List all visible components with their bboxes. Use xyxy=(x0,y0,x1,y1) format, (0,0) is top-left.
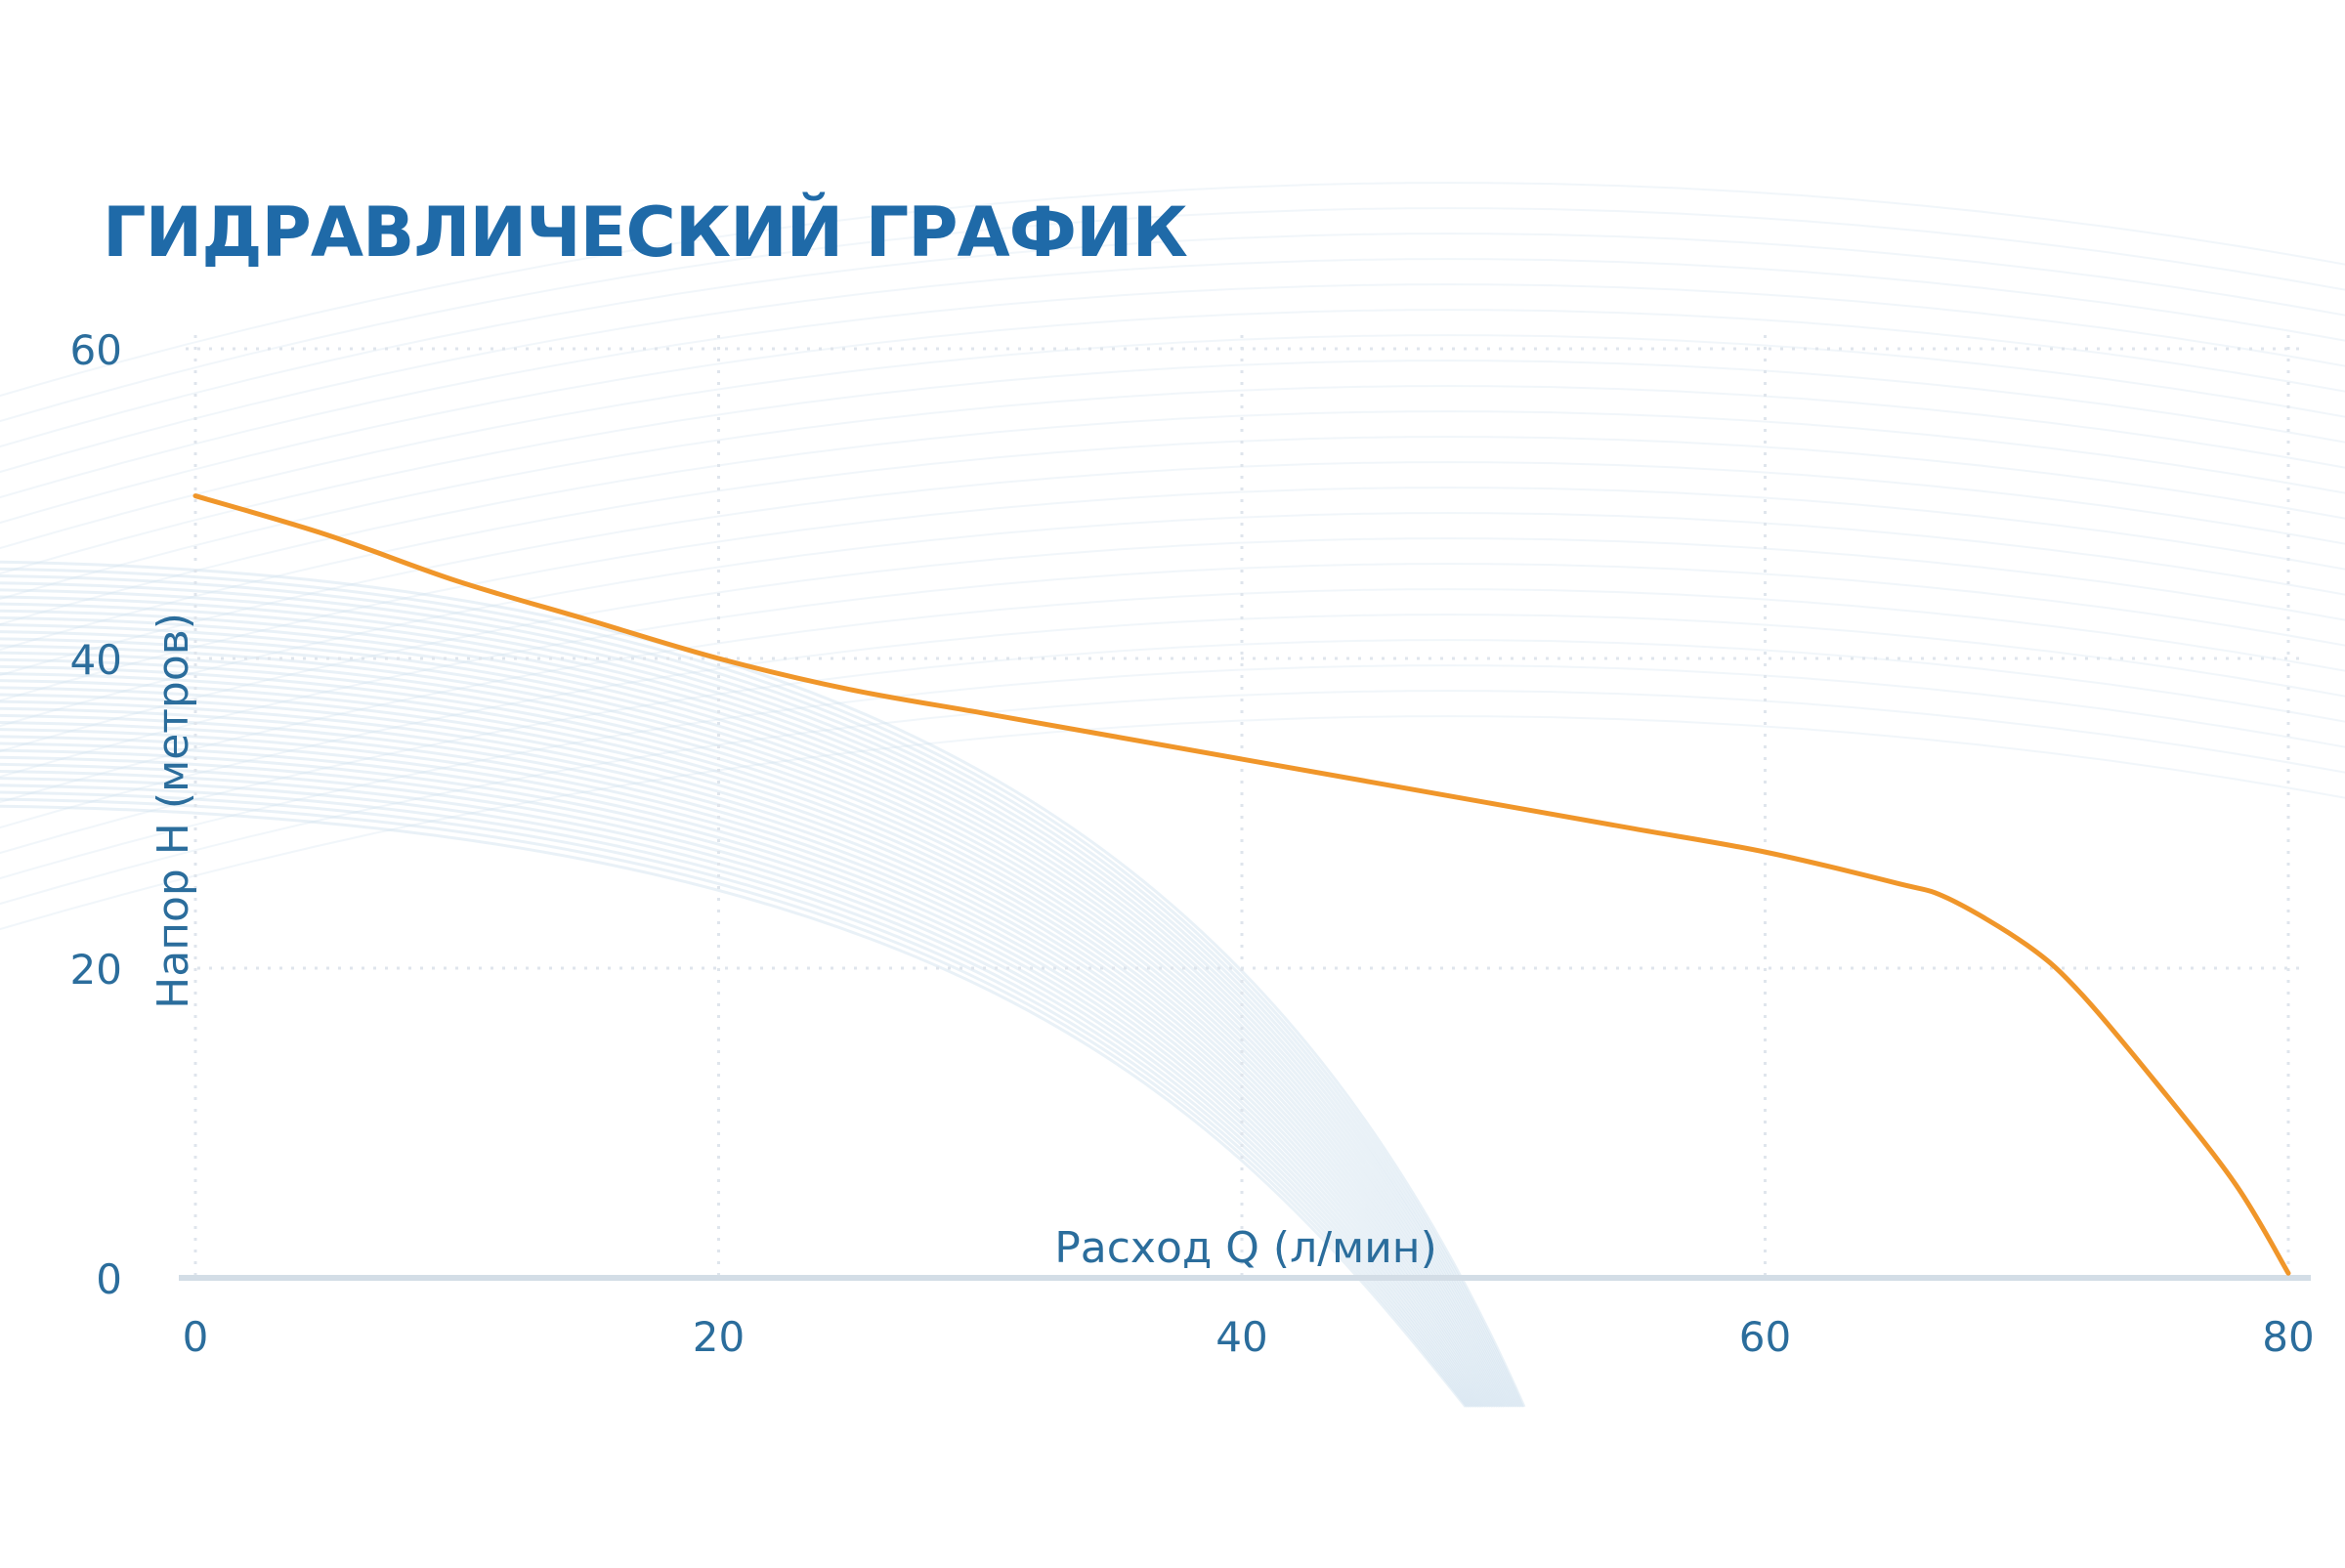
background-swoosh-line xyxy=(0,615,1513,1408)
background-swoosh-line xyxy=(0,623,1511,1408)
background-swoosh-line xyxy=(0,630,1510,1408)
background-wave-line xyxy=(0,512,2345,728)
background-swoosh-line xyxy=(0,742,1482,1408)
background-swoosh-line xyxy=(0,595,1517,1408)
y-tick-label: 60 xyxy=(70,326,122,374)
background-wave-line xyxy=(0,334,2345,550)
background-swoosh-line xyxy=(0,762,1477,1408)
background-swoosh-line xyxy=(0,777,1474,1408)
background-swoosh-line xyxy=(0,686,1496,1408)
y-axis-title: Напор Н (метров) xyxy=(149,613,198,1009)
background-wave-line xyxy=(0,664,2345,880)
background-swoosh-line xyxy=(0,657,1503,1408)
background-swoosh-line xyxy=(0,664,1501,1408)
background-swoosh-line xyxy=(0,735,1484,1408)
background-wave-line xyxy=(0,563,2345,779)
background-wave-line xyxy=(0,588,2345,804)
background-swoosh-line xyxy=(0,699,1493,1408)
background-swoosh-line xyxy=(0,602,1516,1408)
chart-axes xyxy=(179,335,2311,1281)
background-swoosh-line xyxy=(0,560,1526,1408)
background-swoosh-line xyxy=(0,755,1479,1408)
background-wave-line xyxy=(0,487,2345,702)
background-swoosh-line xyxy=(0,679,1498,1408)
background-swoosh-line xyxy=(0,748,1480,1408)
background-swoosh-line xyxy=(0,797,1469,1408)
background-swoosh-line xyxy=(0,581,1521,1408)
background-swoosh-line xyxy=(0,706,1491,1408)
background-swoosh-line xyxy=(0,790,1471,1408)
background-wave-line xyxy=(0,410,2345,626)
background-wave-line xyxy=(0,182,2345,398)
y-tick-label: 20 xyxy=(70,946,122,994)
background-swoosh-line xyxy=(0,770,1475,1408)
background-wave-line xyxy=(0,258,2345,474)
background-wave-line xyxy=(0,207,2345,423)
background-swoosh-line xyxy=(0,637,1508,1408)
background-swoosh-line xyxy=(0,574,1522,1408)
background-swoosh-line xyxy=(0,713,1489,1408)
background-wave-line xyxy=(0,614,2345,829)
x-tick-label: 20 xyxy=(693,1313,745,1361)
background-swoosh-line xyxy=(0,721,1487,1408)
background-wave-line xyxy=(0,360,2345,575)
background-swoosh-line xyxy=(0,567,1524,1408)
background-swoosh-line xyxy=(0,651,1505,1408)
chart-series-layer xyxy=(192,493,2291,1276)
background-wave-line xyxy=(0,233,2345,448)
background-wave-line xyxy=(0,537,2345,753)
background-swoosh-line xyxy=(0,693,1494,1408)
background-wave-line xyxy=(0,385,2345,601)
y-tick-label: 40 xyxy=(70,636,122,684)
background-swoosh-line xyxy=(0,644,1506,1408)
background-swoosh-line xyxy=(0,588,1519,1408)
background-wave-line xyxy=(0,690,2345,906)
x-tick-label: 40 xyxy=(1215,1313,1267,1361)
background-wave-line xyxy=(0,715,2345,931)
x-tick-label: 60 xyxy=(1739,1313,1791,1361)
x-tick-label: 0 xyxy=(183,1313,209,1361)
background-wave-line xyxy=(0,283,2345,499)
background-swoosh-line xyxy=(0,672,1499,1408)
background-swoosh-line xyxy=(0,804,1468,1408)
chart-grid xyxy=(186,335,2308,1278)
y-tick-label: 0 xyxy=(96,1255,122,1303)
background-wave-line xyxy=(0,309,2345,525)
background-wave-line xyxy=(0,461,2345,677)
background-wave-pattern xyxy=(0,182,2345,931)
background-swoosh-line xyxy=(0,784,1472,1408)
chart-labels: ГИДРАВЛИЧЕСКИЙ ГРАФИК Расход Q (л/мин) Н… xyxy=(70,192,2315,1361)
background-wave-line xyxy=(0,639,2345,855)
x-tick-label: 80 xyxy=(2262,1313,2314,1361)
background-swoosh-line xyxy=(0,728,1486,1408)
series-line xyxy=(192,493,2291,1276)
x-axis-title: Расход Q (л/мин) xyxy=(1054,1223,1437,1273)
background-swoosh-line xyxy=(0,609,1514,1408)
background-wave-line xyxy=(0,436,2345,652)
chart-title: ГИДРАВЛИЧЕСКИЙ ГРАФИК xyxy=(103,192,1188,273)
background-swoosh-decoration xyxy=(0,560,1526,1408)
